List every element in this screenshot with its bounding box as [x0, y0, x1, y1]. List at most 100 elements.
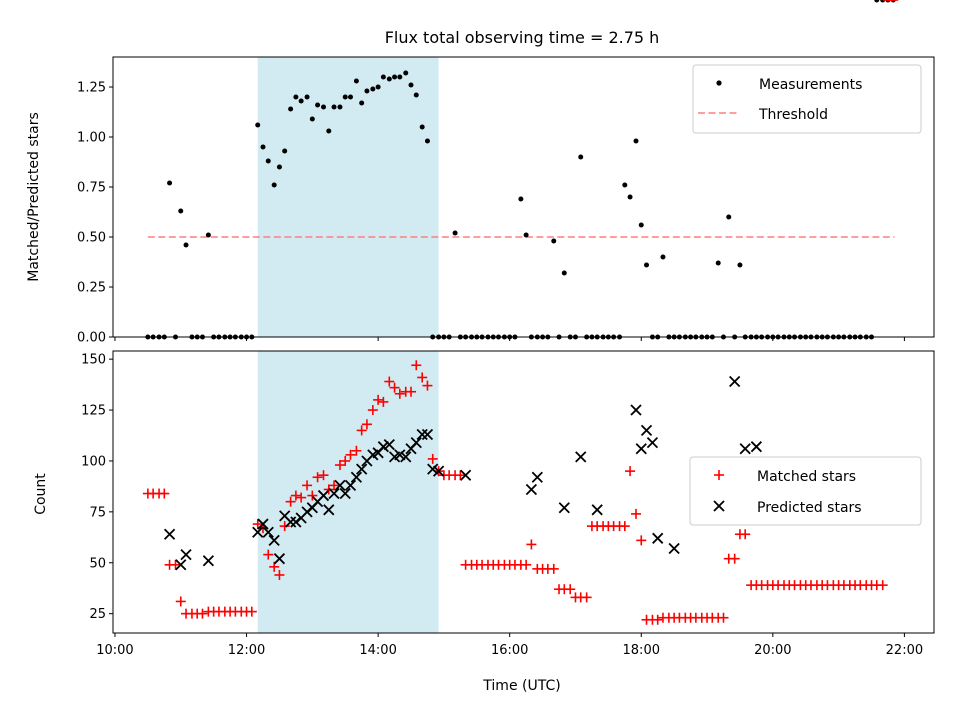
- bottom-y-tick-label: 25: [89, 607, 106, 622]
- bottom-y-tick-label: 150: [81, 353, 106, 368]
- chart-title: Flux total observing time = 2.75 h: [385, 28, 660, 47]
- measurement-point: [737, 262, 743, 268]
- predicted-star-point: [525, 483, 538, 496]
- measurement-point: [282, 148, 288, 154]
- x-tick-label: 22:00: [886, 643, 923, 658]
- matched-star-point: [417, 372, 428, 383]
- measurement-point: [660, 254, 666, 260]
- measurement-point: [288, 106, 294, 112]
- matched-star-point: [455, 470, 466, 481]
- matched-star-point: [159, 488, 170, 499]
- matched-star-point: [384, 376, 395, 387]
- matched-star-point: [345, 449, 356, 460]
- predicted-star-point: [350, 471, 363, 483]
- measurement-point: [380, 74, 386, 80]
- predicted-star-point: [668, 542, 680, 555]
- matched-star-point: [170, 559, 181, 570]
- matched-star-point: [565, 584, 576, 595]
- measurement-point: [205, 232, 211, 238]
- matched-star-point: [378, 396, 389, 407]
- measurement-point: [397, 74, 403, 80]
- measurement-point: [424, 138, 430, 144]
- measurement-point: [315, 102, 321, 108]
- legend-measurements-label: Measurements: [759, 77, 862, 93]
- measurement-point: [183, 242, 189, 248]
- measurement-point: [408, 82, 414, 88]
- measurement-point: [638, 222, 644, 228]
- predicted-star-point: [591, 504, 603, 516]
- measurement-point: [370, 86, 376, 92]
- predicted-star-point: [257, 518, 269, 530]
- matched-star-point: [334, 460, 345, 471]
- top-y-tick-label: 0.25: [77, 281, 106, 296]
- bottom-observing-window: [257, 351, 439, 633]
- predicted-star-point: [323, 504, 335, 516]
- top-y-tick-label: 0.50: [77, 231, 106, 246]
- x-axis-label: Time (UTC): [482, 678, 560, 694]
- predicted-star-point: [202, 555, 215, 567]
- matched-star-point: [175, 596, 186, 607]
- top-legend: Measurements Threshold: [692, 64, 922, 134]
- top-y-tick-label: 0.00: [77, 331, 106, 346]
- measurement-point: [627, 194, 633, 200]
- x-tick-label: 16:00: [491, 643, 528, 658]
- measurement-point: [375, 84, 381, 90]
- predicted-star-point: [400, 451, 412, 463]
- bottom-y-axis-label: Count: [33, 473, 49, 515]
- measurement-point: [331, 104, 337, 110]
- matched-star-point: [548, 563, 559, 574]
- measurement-point: [726, 214, 732, 220]
- predicted-star-point: [630, 404, 642, 416]
- matched-star-point: [263, 549, 274, 560]
- measurement-point: [321, 104, 327, 110]
- legend-matched-marker: [714, 470, 724, 480]
- matched-star-point: [269, 561, 280, 572]
- predicted-star-point: [180, 548, 192, 561]
- matched-star-point: [356, 425, 367, 436]
- matched-star-point: [636, 535, 647, 546]
- predicted-star-point: [284, 516, 297, 528]
- matched-star-point: [625, 466, 636, 477]
- matched-star-point: [361, 419, 372, 430]
- predicted-star-point: [421, 428, 434, 441]
- matched-star-point: [406, 386, 417, 397]
- matched-star-point: [877, 580, 888, 591]
- x-tick-label: 14:00: [359, 643, 396, 658]
- matched-star-point: [394, 388, 405, 399]
- top-y-tick-label: 0.75: [77, 181, 106, 196]
- predicted-star-point: [268, 534, 280, 546]
- predicted-star-point: [410, 436, 422, 449]
- bottom-y-ticks: 25 50 75 100 125 150: [81, 353, 113, 622]
- matched-star-point: [718, 612, 729, 623]
- x-tick-label: 18:00: [623, 643, 660, 658]
- predicted-star-point: [459, 469, 472, 481]
- measurement-point: [392, 74, 398, 80]
- measurement-point: [271, 182, 277, 188]
- measurement-point: [167, 180, 173, 186]
- matched-star-point: [729, 553, 740, 564]
- measurement-point: [452, 230, 458, 236]
- measurement-point: [578, 154, 584, 160]
- measurement-point: [715, 260, 721, 266]
- top-legend-box: [692, 64, 922, 134]
- legend-predicted-marker: [713, 500, 725, 512]
- matched-star-point: [318, 470, 329, 481]
- measurement-point: [326, 128, 332, 134]
- predicted-star-point: [729, 375, 741, 388]
- matched-star-point: [302, 480, 313, 491]
- matched-star-point: [312, 472, 323, 483]
- measurement-point: [342, 94, 348, 100]
- legend-predicted-label: Predicted stars: [757, 500, 862, 516]
- bottom-legend-box: [689, 456, 922, 526]
- x-tick-label: 10:00: [96, 643, 133, 658]
- bottom-axes: 25 50 75 100 125 150 10:00 12:00 14:00 16:00 18:0…: [33, 0, 935, 694]
- matched-star-point: [197, 608, 208, 619]
- measurement-point: [178, 208, 184, 214]
- matched-star-point: [422, 380, 433, 391]
- matched-star-point: [652, 614, 663, 625]
- predicted-star-point: [531, 471, 543, 483]
- matched-star-point: [619, 521, 630, 532]
- predicted-star-point: [427, 463, 439, 475]
- predicted-star-point: [646, 436, 659, 449]
- matched-star-point: [246, 606, 257, 617]
